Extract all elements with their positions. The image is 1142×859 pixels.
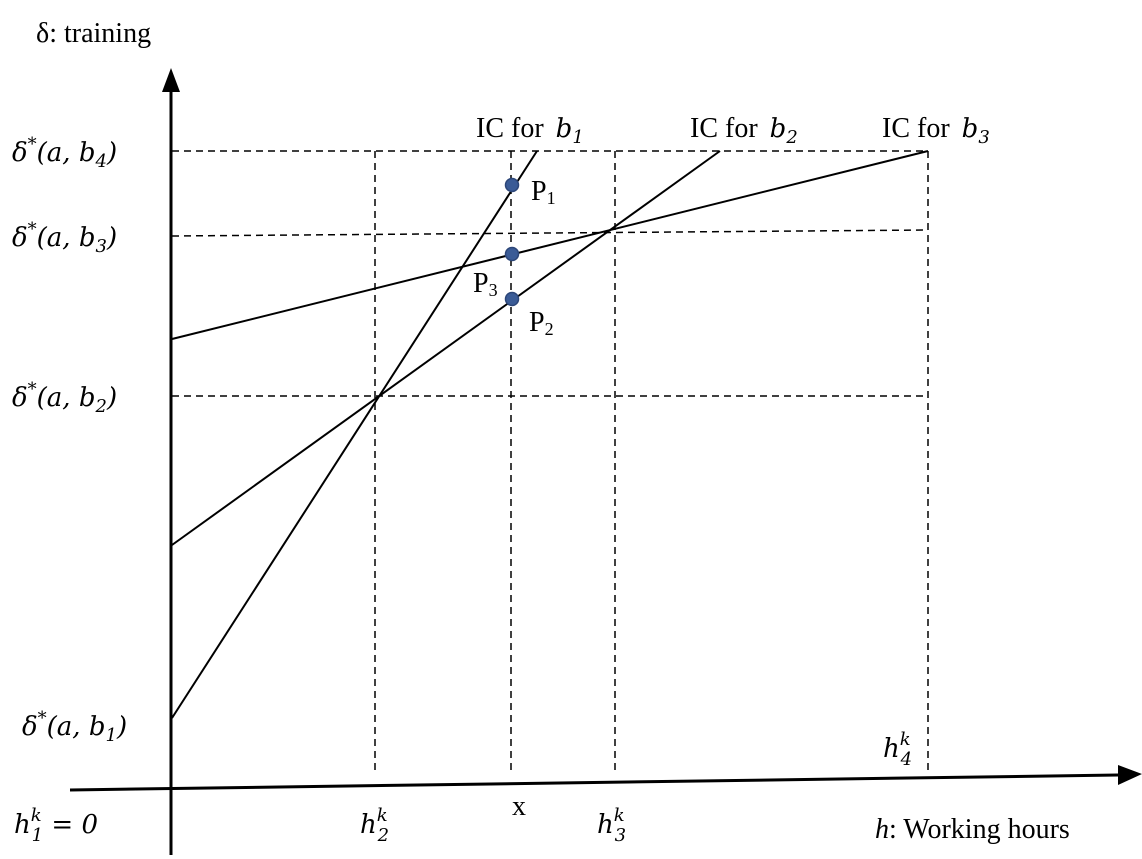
svg-text:δ*(a, b4): δ*(a, b4) [12, 134, 117, 172]
x-axis [69, 773, 1119, 792]
y-tick-delta-b2: δ*(a, b2) [12, 379, 117, 417]
svg-text:δ*(a, b2): δ*(a, b2) [12, 379, 117, 417]
svg-text:hk2: hk 2 [360, 805, 389, 846]
ic-label-b1: IC for b1 [476, 113, 584, 148]
ic-label-b2: IC for b2 [690, 113, 798, 148]
x-tick-h3: hk 3 [597, 805, 626, 846]
ic-line-b3 [171, 150, 929, 340]
ic-label-b3: IC for b3 [882, 113, 990, 148]
x-axis-label: h: Working hours [875, 814, 1070, 845]
ic-line-b2 [171, 150, 721, 546]
x-tick-h1: hk 1 = 0 [14, 805, 98, 846]
point-p3-label: P3 [473, 268, 498, 300]
point-p2-label: P2 [529, 307, 554, 339]
svg-text:hk4: hk 4 [883, 729, 912, 770]
svg-text:hk1 = 0: hk 1 = 0 [14, 805, 98, 846]
x-tick-x: x [512, 791, 526, 822]
guide-delta-b3 [171, 229, 929, 237]
point-p1-label: P1 [531, 176, 556, 208]
point-p3-marker [504, 246, 520, 262]
ic-line-b1 [171, 150, 538, 719]
y-axis-arrowhead [162, 68, 180, 92]
y-axis-label: δ: training [36, 18, 151, 49]
svg-text:P1: P1 [531, 176, 556, 208]
svg-text:P2: P2 [529, 307, 554, 339]
y-tick-delta-b3: δ*(a, b3) [12, 219, 117, 257]
y-tick-delta-b1: δ*(a, b1) [22, 708, 127, 746]
point-p1-marker [504, 177, 520, 193]
x-tick-h4: hk 4 [883, 729, 912, 770]
svg-text:P3: P3 [473, 268, 498, 300]
svg-text:hk3: hk 3 [597, 805, 626, 846]
svg-text:δ*(a, b1): δ*(a, b1) [22, 708, 127, 746]
x-tick-h2: hk 2 [360, 805, 389, 846]
svg-text:δ*(a, b3): δ*(a, b3) [12, 219, 117, 257]
y-tick-delta-b4: δ*(a, b4) [12, 134, 117, 172]
x-axis-arrowhead [1118, 765, 1142, 785]
point-p2-marker [504, 291, 520, 307]
